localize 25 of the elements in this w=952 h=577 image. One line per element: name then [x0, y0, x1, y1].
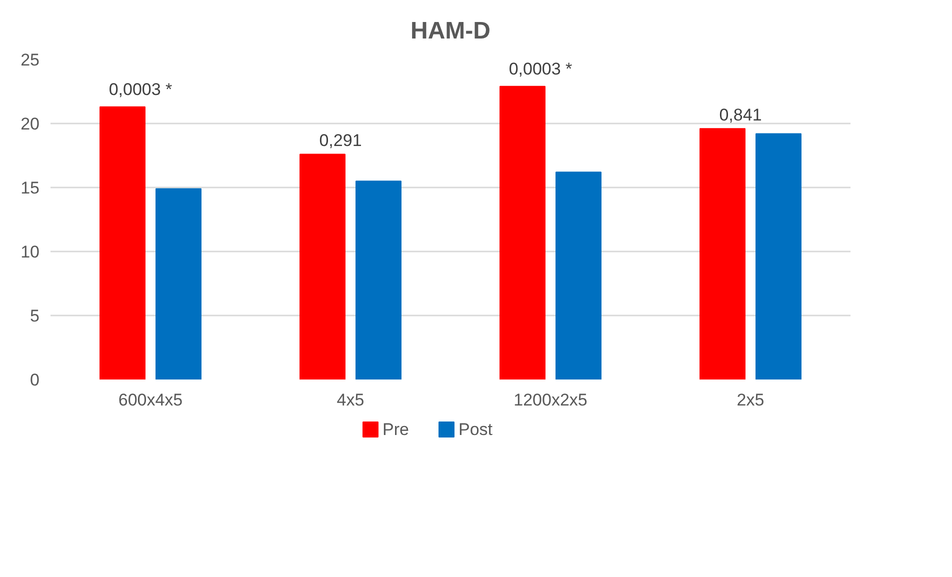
x-tick-label: 4x5 [336, 390, 364, 410]
bar [756, 133, 802, 380]
x-tick-label: 600x4x5 [118, 390, 183, 410]
bar [356, 180, 402, 380]
annotation: 0,841 [719, 106, 762, 125]
annotation: 0,291 [319, 131, 362, 150]
bar [556, 172, 602, 380]
x-tick-label: 1200x2x5 [514, 390, 588, 410]
bar [100, 106, 146, 380]
y-tick-label: 5 [30, 306, 40, 326]
annotation: 0,0003 * [108, 80, 173, 99]
bar [156, 188, 202, 380]
y-tick-label: 15 [20, 178, 40, 198]
annotation: 0,0003 * [508, 59, 573, 78]
x-tick-label: 2x5 [736, 390, 764, 410]
y-tick-label: 10 [20, 242, 40, 262]
chart-title: HAM-D [410, 18, 490, 44]
legend-label: Post [458, 420, 493, 439]
bar [500, 86, 546, 380]
bar [300, 154, 346, 380]
y-tick-label: 25 [20, 50, 40, 70]
y-tick-label: 20 [20, 114, 40, 134]
y-tick-label: 0 [30, 370, 40, 390]
bar [700, 128, 746, 380]
legend-label: Pre [382, 420, 409, 439]
